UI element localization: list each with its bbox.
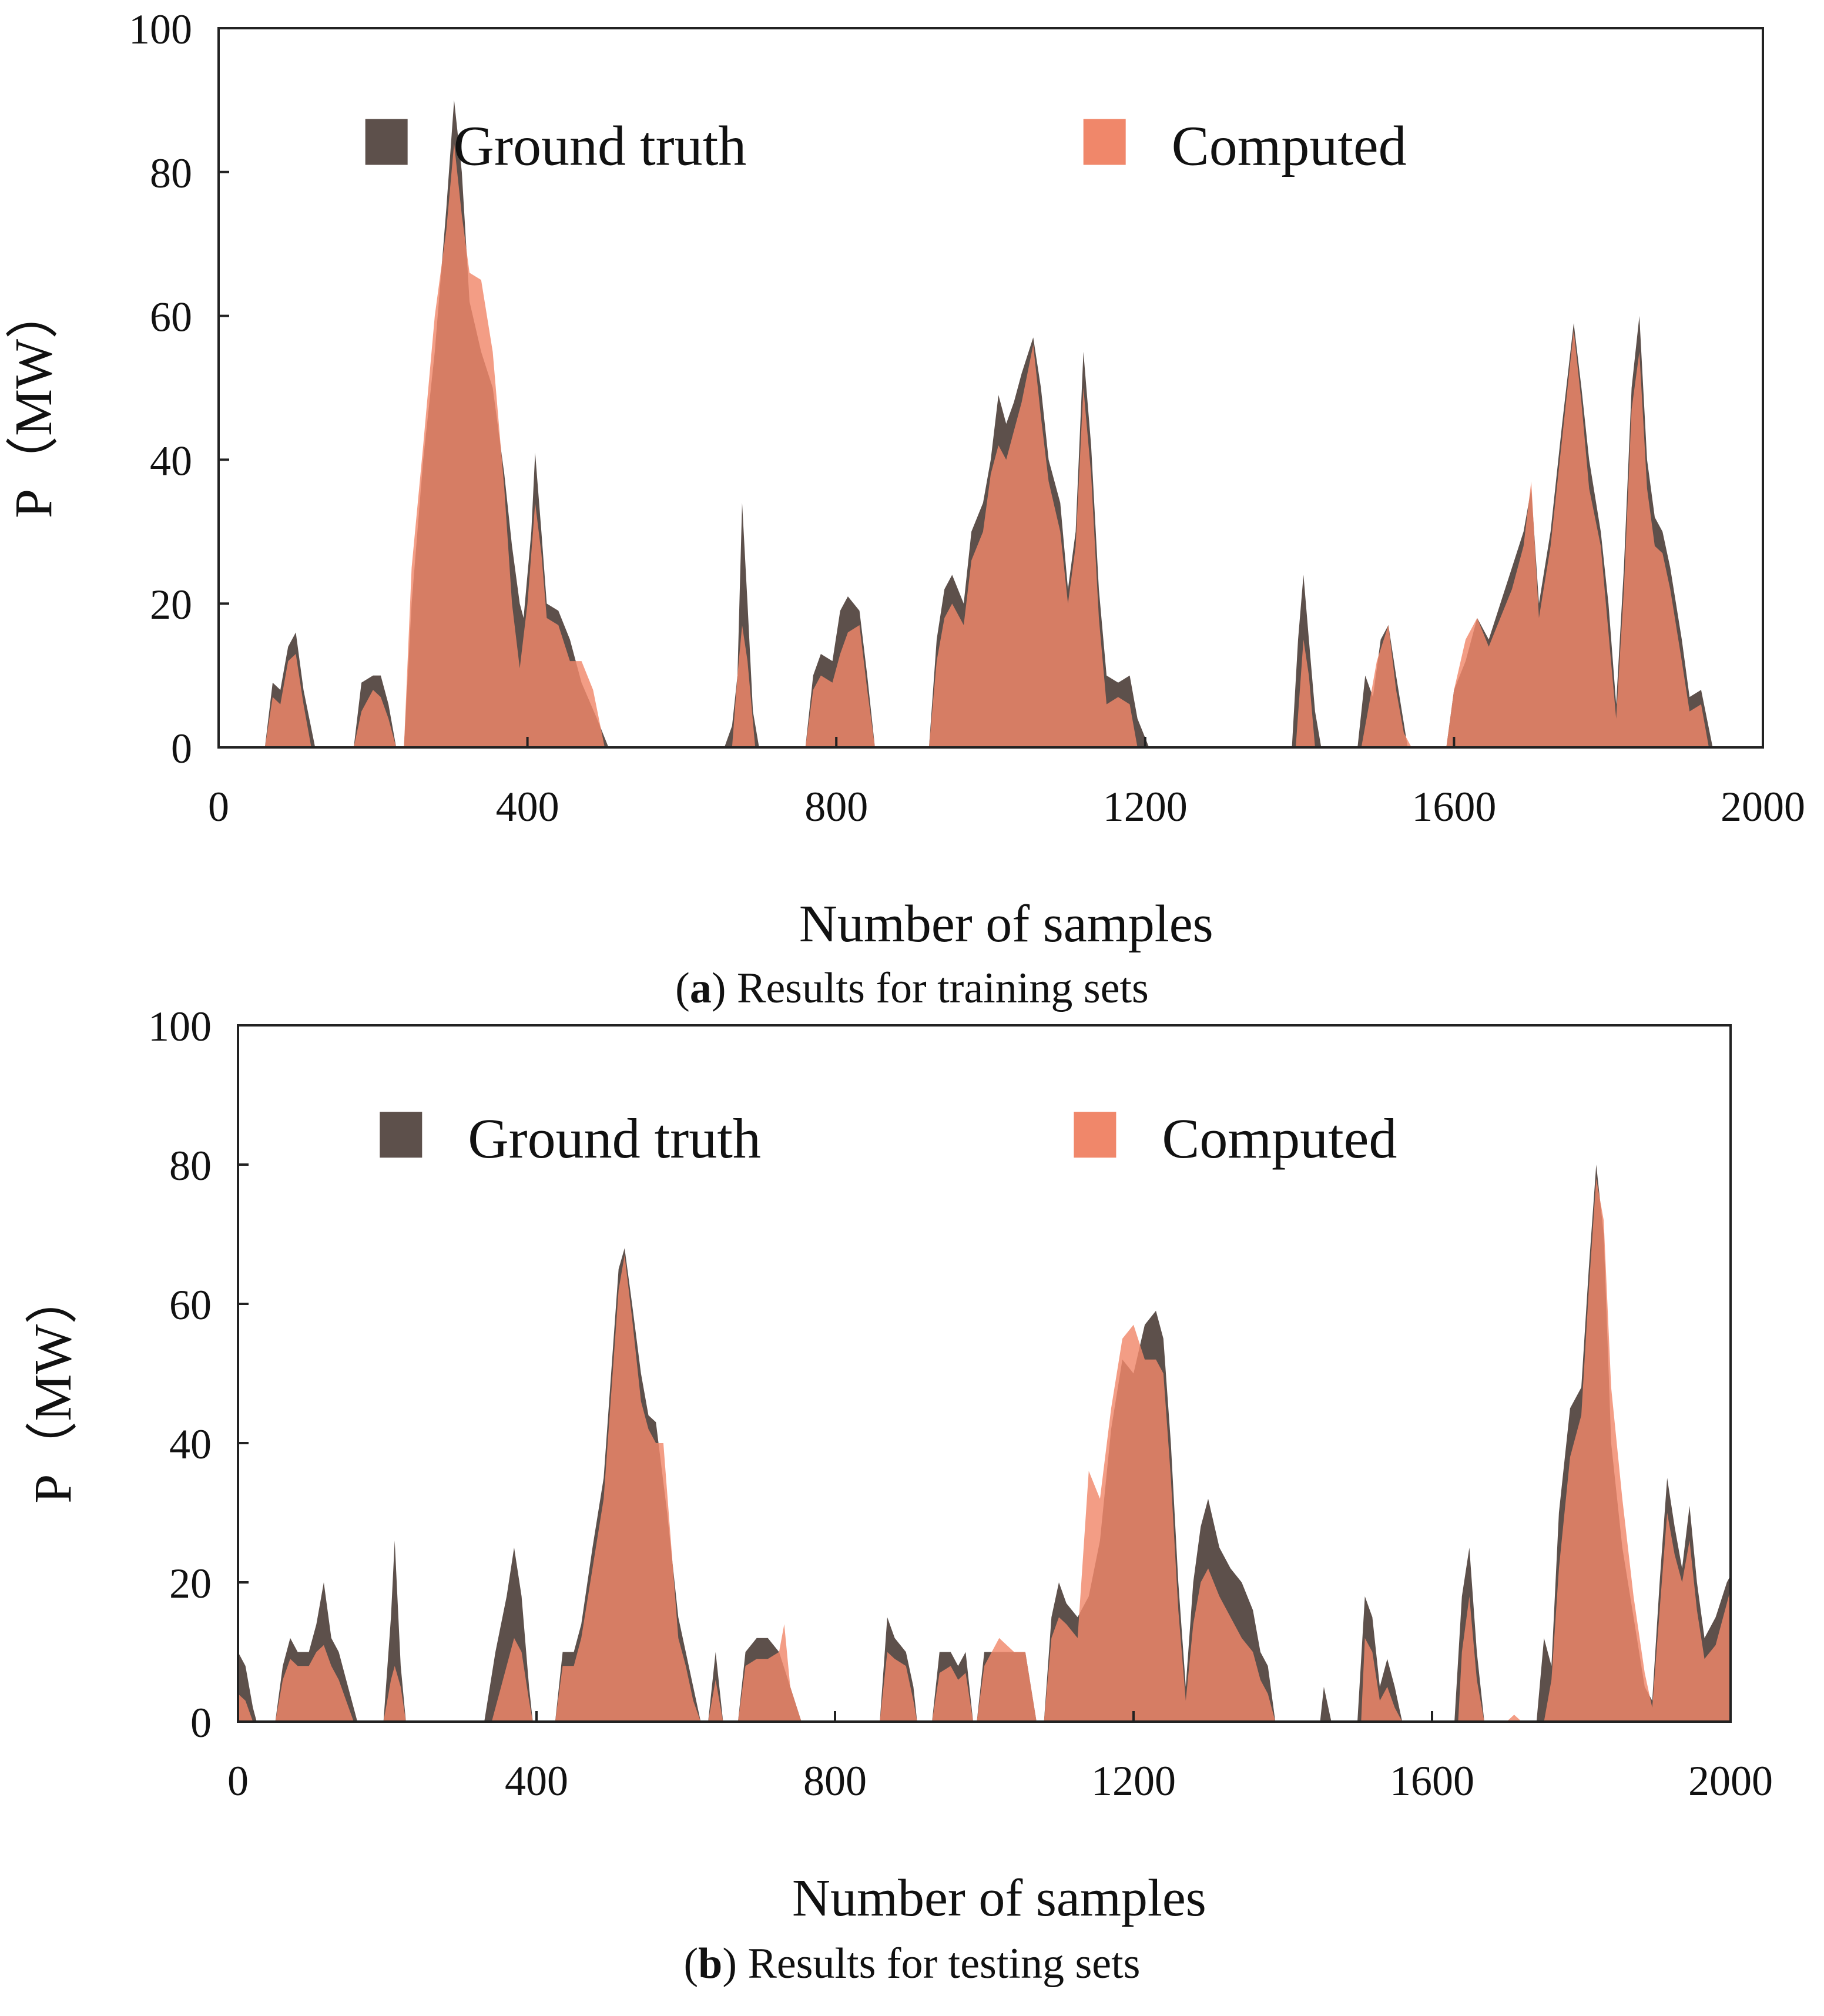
y-tick-label: 20 (169, 1560, 212, 1607)
x-tick-label: 0 (208, 783, 229, 830)
legend-swatch-computed (1074, 1112, 1116, 1158)
x-tick-label: 800 (803, 1757, 867, 1804)
x-tick-label: 1200 (1103, 783, 1188, 830)
chart-panel-b: 0 20 40 60 80 100 0 400 800 1200 1600 2000 Ground t… (24, 1003, 1773, 1927)
computed-area (219, 143, 1763, 747)
y-axis-label: P（MW） (24, 1272, 82, 1504)
x-tick-label: 400 (496, 783, 559, 830)
x-tick-label: 2000 (1721, 783, 1805, 830)
y-tick-label: 40 (169, 1421, 212, 1468)
plot-frame (217, 27, 1764, 749)
ground-truth-area-path (238, 1165, 1731, 1722)
y-tick-label: 0 (190, 1699, 212, 1746)
y-tick-label: 80 (169, 1142, 212, 1189)
x-tick-label: 400 (505, 1757, 568, 1804)
x-tick-label: 0 (227, 1757, 249, 1804)
y-tick-label: 100 (148, 1003, 212, 1050)
legend-label-computed: Computed (1162, 1107, 1397, 1170)
y-axis-label: P（MW） (5, 286, 63, 518)
legend-swatch-ground-truth (365, 119, 408, 165)
x-tick-label: 800 (804, 783, 868, 830)
computed-area-path (238, 1178, 1731, 1722)
x-tick-label: 1600 (1390, 1757, 1474, 1804)
x-axis-label: Number of samples (792, 1869, 1206, 1927)
caption-open-paren: ( (675, 964, 690, 1012)
axis-ticks: 0 20 40 60 80 100 0 400 800 1200 1600 2000 (129, 6, 1805, 830)
y-tick-label: 40 (150, 437, 192, 484)
legend-label-ground-truth: Ground truth (454, 115, 747, 177)
plot-frame (237, 1024, 1732, 1723)
chart-panel-a: 0 20 40 60 80 100 0 400 800 1200 1600 2000 Ground t… (5, 6, 1805, 953)
x-axis-label: Number of samples (799, 895, 1213, 953)
caption-text: ) Results for training sets (711, 964, 1149, 1012)
y-tick-label: 20 (150, 581, 192, 628)
computed-area-path (219, 143, 1763, 747)
y-tick-label: 100 (129, 6, 192, 53)
x-tick-label: 1600 (1411, 783, 1496, 830)
legend-label-computed: Computed (1172, 115, 1407, 177)
y-tick-label: 0 (171, 725, 192, 772)
legend-label-ground-truth: Ground truth (468, 1107, 761, 1170)
y-tick-label: 60 (169, 1282, 212, 1329)
caption-label: b (698, 1940, 723, 1988)
caption-label: a (689, 964, 712, 1012)
caption-text: ) Results for testing sets (722, 1940, 1141, 1988)
legend: Ground truth Computed (365, 115, 1407, 177)
axis-ticks: 0 20 40 60 80 100 0 400 800 1200 1600 2000 (148, 1003, 1773, 1804)
legend-swatch-computed (1083, 119, 1126, 165)
x-tick-label: 1200 (1091, 1757, 1176, 1804)
computed-area (238, 1178, 1731, 1722)
x-tick-label: 2000 (1688, 1757, 1773, 1804)
y-tick-label: 60 (150, 294, 192, 341)
caption-panel-a: (a) Results for training sets (0, 964, 1824, 1014)
ground-truth-area (238, 1165, 1731, 1722)
caption-panel-b: (b) Results for testing sets (0, 1939, 1824, 1989)
y-tick-label: 80 (150, 150, 192, 197)
legend-swatch-ground-truth (380, 1112, 423, 1158)
legend: Ground truth Computed (380, 1107, 1397, 1170)
caption-open-paren: ( (683, 1940, 699, 1988)
